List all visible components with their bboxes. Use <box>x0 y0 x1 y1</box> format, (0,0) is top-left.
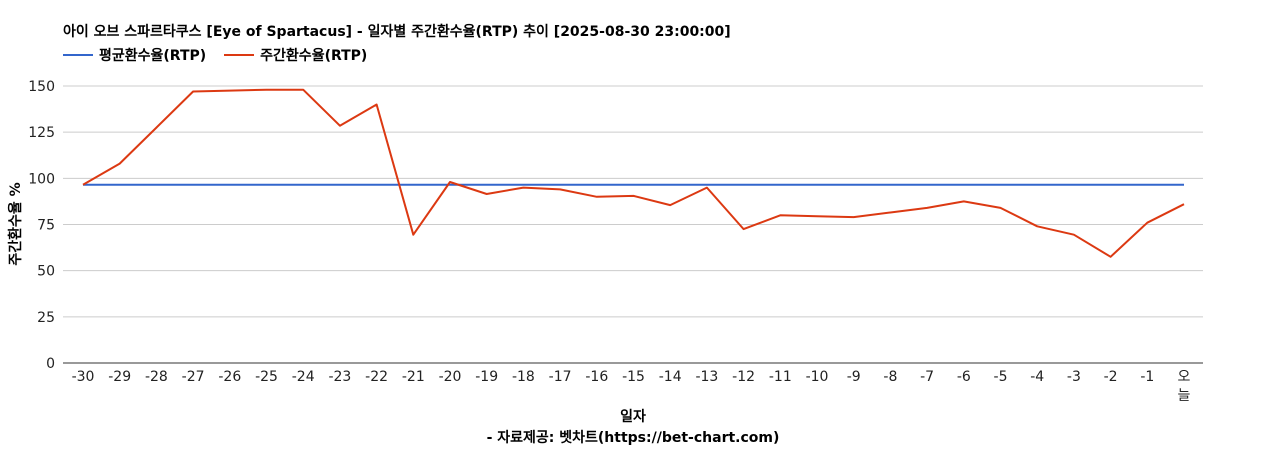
legend-label-average: 평균환수율(RTP) <box>99 48 207 64</box>
x-tick-label: -12 <box>732 369 755 385</box>
x-tick-label: -4 <box>1030 369 1044 385</box>
x-tick-label: -14 <box>659 369 682 385</box>
x-tick-label: -7 <box>920 369 934 385</box>
series-lines <box>82 88 1185 258</box>
legend-item-average[interactable]: 평균환수율(RTP) <box>63 45 206 65</box>
x-tick-label: -9 <box>847 369 861 385</box>
x-tick-label: -23 <box>328 369 351 385</box>
legend-label-weekly: 주간환수율(RTP) <box>260 48 368 64</box>
x-tick-label: -15 <box>622 369 645 385</box>
x-tick-label: -11 <box>769 369 792 385</box>
legend-swatch-weekly <box>224 54 255 56</box>
legend-item-weekly[interactable]: 주간환수율(RTP) <box>224 45 367 65</box>
x-tick-label: -5 <box>994 369 1008 385</box>
x-tick-label: -8 <box>883 369 897 385</box>
y-tick-label: 125 <box>28 125 55 141</box>
x-tick-label: -1 <box>1140 369 1154 385</box>
x-tick-label: -16 <box>585 369 608 385</box>
x-tick-label: -18 <box>512 369 535 385</box>
x-tick-label: -20 <box>439 369 462 385</box>
y-tick-label: 0 <box>46 356 55 372</box>
x-tick-label: -2 <box>1104 369 1118 385</box>
series-line-weekly-rtp[interactable] <box>82 88 1185 258</box>
x-tick-label: -3 <box>1067 369 1081 385</box>
x-tick-label: -25 <box>255 369 278 385</box>
x-tick-label: -28 <box>145 369 168 385</box>
x-tick-label: -22 <box>365 369 388 385</box>
y-tick-label: 100 <box>28 171 55 187</box>
y-axis-ticks: 0 25 50 75 100 125 150 <box>28 79 55 372</box>
legend: 평균환수율(RTP) 주간환수율(RTP) <box>63 45 385 65</box>
y-axis-title: 주간환수율 % <box>7 182 24 265</box>
y-tick-label: 75 <box>37 218 55 234</box>
x-axis-title: 일자 <box>620 409 646 425</box>
x-axis-ticks: -30 -29 -28 -27 -26 -25 -24 -23 -22 -21 -20 -19 -18-… <box>72 369 1191 404</box>
y-tick-label: 50 <box>37 264 55 280</box>
gridlines <box>63 85 1203 364</box>
x-tick-label: -26 <box>218 369 241 385</box>
x-tick-label: -29 <box>108 369 131 385</box>
source-note: - 자료제공: 벳차트(https://bet-chart.com) <box>487 429 780 446</box>
x-tick-label: -19 <box>475 369 498 385</box>
x-tick-label: -17 <box>549 369 572 385</box>
x-tick-label: -27 <box>182 369 205 385</box>
x-tick-label: -24 <box>292 369 315 385</box>
legend-swatch-average <box>63 54 93 56</box>
x-tick-label: -13 <box>695 369 718 385</box>
x-tick-label: -21 <box>402 369 425 385</box>
y-tick-label: 150 <box>28 79 55 95</box>
x-tick-label: -6 <box>957 369 971 385</box>
y-tick-label: 25 <box>37 310 55 326</box>
x-tick-label: -10 <box>806 369 829 385</box>
x-tick-label: -30 <box>72 369 95 385</box>
chart-title: 아이 오브 스파르타쿠스 [Eye of Spartacus] - 일자별 주간… <box>63 24 731 40</box>
